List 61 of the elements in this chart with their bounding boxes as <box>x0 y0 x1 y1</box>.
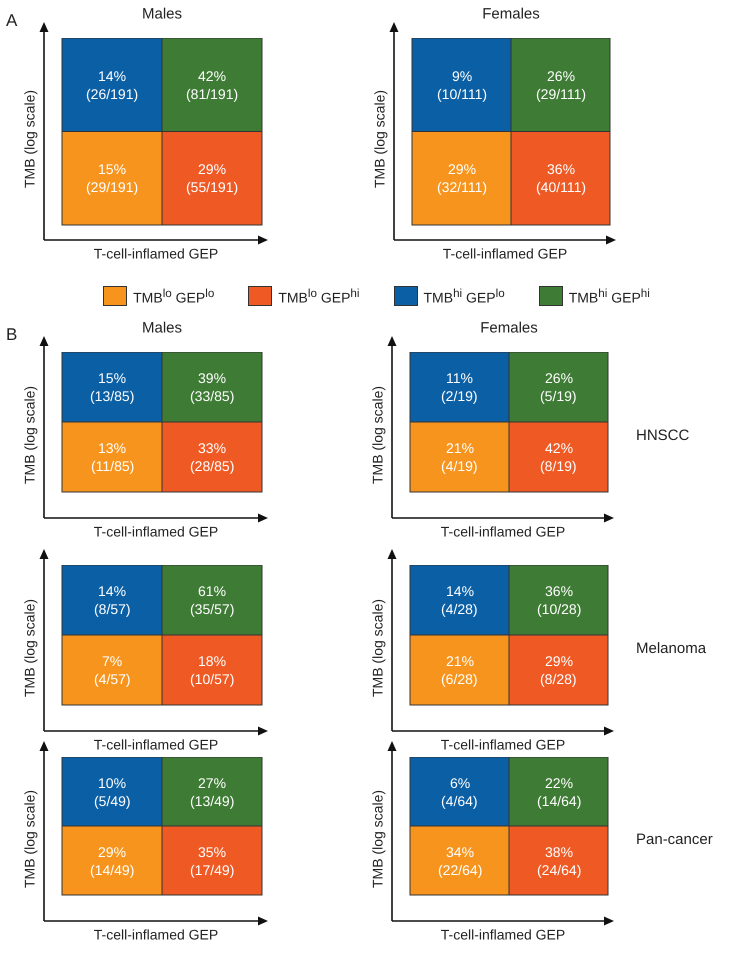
text: TMB (log scale) <box>370 386 386 484</box>
text: T-cell-inflamed GEP <box>440 523 566 540</box>
text: Males <box>142 320 182 336</box>
data-label: 27% (13/49) <box>190 775 234 809</box>
text: TMB (log scale) <box>22 386 38 484</box>
data-label: 21% (4/19) <box>441 440 478 474</box>
data-label: 14% (4/28) <box>441 583 478 617</box>
category-label: TMB$^{lo}$ GEP$^{lo}$ <box>133 286 214 306</box>
data-label: 26% (29/111) <box>536 68 586 102</box>
text: T-cell-inflamed GEP <box>94 736 218 752</box>
data-label: 29% (55/191) <box>186 161 238 195</box>
text: TMB (log scale) <box>22 90 38 188</box>
text: A <box>6 11 18 30</box>
data-label: 22% (14/64) <box>537 775 582 809</box>
data-label: 21% (6/28) <box>441 653 478 687</box>
text: B <box>6 325 18 344</box>
category-label: TMB$^{hi}$ GEP$^{lo}$ <box>424 286 505 306</box>
category-label: TMB$^{hi}$ GEP$^{hi}$ <box>568 286 650 306</box>
data-label: 38% (24/64) <box>537 844 582 878</box>
data-label: 14% (26/191) <box>86 68 138 102</box>
data-label: 29% (32/111) <box>437 161 488 195</box>
text: TMB (log scale) <box>370 598 386 698</box>
data-label: 29% (14/49) <box>90 844 134 878</box>
data-label: 13% (11/85) <box>91 440 134 474</box>
text: Pan-cancer <box>636 831 713 848</box>
text: T-cell-inflamed GEP <box>440 926 566 942</box>
text: HNSCC <box>636 427 690 444</box>
text: T-cell-inflamed GEP <box>94 523 218 540</box>
text: TMB (log scale) <box>22 790 38 888</box>
data-label: 14% (8/57) <box>94 583 131 617</box>
data-label: 15% (29/191) <box>86 161 138 195</box>
data-label: 61% (35/57) <box>190 583 234 617</box>
text: Males <box>142 6 182 22</box>
text: T-cell-inflamed GEP <box>440 736 566 752</box>
data-label: 42% (81/191) <box>186 68 238 102</box>
text: Melanoma <box>636 640 707 657</box>
text: Females <box>480 320 538 336</box>
text: T-cell-inflamed GEP <box>442 245 568 262</box>
data-label: 15% (13/85) <box>90 370 134 404</box>
data-label: 39% (33/85) <box>190 370 234 404</box>
text: TMB (log scale) <box>22 598 38 698</box>
text: T-cell-inflamed GEP <box>94 926 218 942</box>
text: T-cell-inflamed GEP <box>94 245 218 262</box>
category-label: TMB$^{lo}$ GEP$^{hi}$ <box>278 286 360 306</box>
data-label: 11% (2/19) <box>441 370 478 404</box>
data-label: 7% (4/57) <box>94 653 131 687</box>
data-label: 33% (28/85) <box>190 440 234 474</box>
data-label: 36% (40/111) <box>536 161 586 195</box>
data-label: 36% (10/28) <box>537 583 582 617</box>
text: TMB (log scale) <box>370 790 386 888</box>
data-label: 42% (8/19) <box>540 440 577 474</box>
data-label: 35% (17/49) <box>190 844 234 878</box>
data-label: 29% (8/28) <box>540 653 577 687</box>
text: TMB (log scale) <box>372 90 388 188</box>
data-label: 6% (4/64) <box>441 775 478 809</box>
data-label: 10% (5/49) <box>94 775 131 809</box>
text: Females <box>482 6 540 22</box>
data-label: 34% (22/64) <box>438 844 482 878</box>
data-label: 18% (10/57) <box>190 653 234 687</box>
data-label: 9% (10/111) <box>437 68 488 102</box>
data-label: 26% (5/19) <box>540 370 577 404</box>
